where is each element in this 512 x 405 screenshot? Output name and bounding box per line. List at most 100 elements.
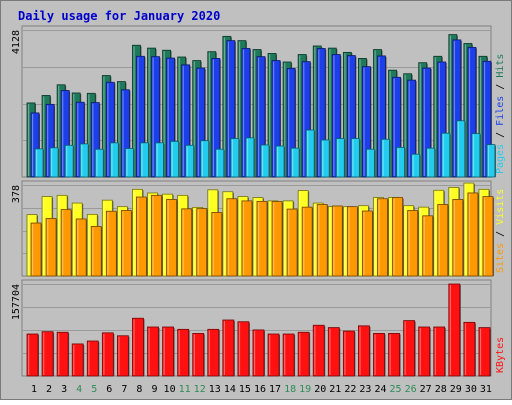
bar: [49, 147, 59, 178]
bar-pages-28: [441, 132, 451, 178]
bar-highlight: [318, 205, 320, 275]
bar-kbytes-6: [101, 332, 115, 377]
series-files: [30, 39, 492, 178]
bar-highlight: [337, 139, 339, 176]
bar-sites-8: [136, 196, 148, 277]
bar-pages-8: [140, 142, 150, 178]
bar-pages-27: [426, 147, 436, 178]
bar-highlight: [58, 85, 60, 176]
series-sites: [30, 192, 494, 277]
bar-highlight: [322, 140, 324, 176]
bar: [362, 210, 373, 277]
bar-highlight: [126, 149, 128, 176]
bar-highlight: [438, 62, 440, 177]
bar: [124, 148, 134, 178]
bar-highlight: [43, 332, 45, 375]
bar-highlight: [449, 285, 452, 375]
bar-highlight: [333, 206, 335, 275]
chart-title: Daily usage for January 2020: [18, 9, 220, 23]
bar: [241, 200, 253, 277]
bar-kbytes-15: [237, 321, 250, 377]
bar-kbytes-20: [312, 324, 326, 377]
bar: [448, 283, 461, 377]
bar-highlight: [404, 321, 406, 375]
bar-sites-31: [482, 196, 494, 277]
bar-highlight: [167, 200, 169, 275]
bar-pages-18: [290, 147, 301, 178]
bar-highlight: [133, 190, 135, 275]
bar-highlight: [58, 333, 60, 375]
bar-highlight: [133, 46, 135, 177]
bar: [132, 317, 144, 377]
bar-pages-14: [230, 138, 240, 178]
bar-highlight: [152, 57, 154, 176]
bar-pages-21: [335, 138, 346, 178]
bar-highlight: [253, 198, 256, 275]
bar: [45, 218, 57, 277]
bar-highlight: [242, 201, 245, 275]
bar-highlight: [453, 40, 456, 177]
bar: [260, 144, 270, 178]
bar: [381, 138, 390, 178]
bar-highlight: [212, 213, 214, 275]
bar-kbytes-23: [358, 325, 371, 377]
bar-highlight: [487, 145, 490, 176]
bar-pages-15: [245, 137, 255, 178]
bar-highlight: [216, 150, 218, 176]
bar-highlight: [122, 90, 124, 176]
bar-highlight: [182, 209, 184, 275]
bar-pages-31: [486, 144, 496, 178]
bar-highlight: [382, 140, 384, 176]
bar-highlight: [253, 50, 256, 176]
bar-highlight: [397, 148, 399, 176]
bar-highlight: [118, 207, 120, 275]
legend-visits-sites: Sites / Visits: [495, 189, 506, 273]
bar-highlight: [238, 322, 241, 375]
bar-highlight: [96, 150, 98, 176]
bar: [185, 144, 195, 178]
bar-highlight: [193, 334, 195, 375]
bar-highlight: [468, 48, 471, 176]
bar-pages-23: [366, 148, 376, 178]
bar: [109, 142, 119, 178]
bar-kbytes-24: [373, 333, 386, 377]
x-tick-label: 29: [450, 384, 462, 395]
bar: [41, 331, 54, 377]
bar-pages-11: [185, 144, 195, 178]
bar-highlight: [434, 327, 436, 375]
bar-sites-12: [196, 208, 208, 277]
bar-highlight: [412, 155, 414, 176]
bar: [155, 142, 164, 178]
x-tick-label: 10: [164, 384, 176, 395]
bar-highlight: [103, 76, 105, 176]
bar-highlight: [318, 49, 320, 176]
x-tick-label: 17: [269, 384, 281, 395]
bar-highlight: [483, 197, 486, 275]
x-tick-label: 20: [314, 384, 326, 395]
bar-highlight: [479, 190, 482, 275]
bar-highlight: [393, 78, 395, 176]
bar: [418, 326, 431, 377]
bar: [79, 143, 89, 178]
bar-highlight: [404, 206, 406, 275]
bar: [140, 142, 149, 178]
x-tick-label: 22: [344, 384, 356, 395]
legend-separator: /: [495, 78, 506, 96]
bar-highlight: [329, 49, 331, 176]
bar-sites-20: [316, 204, 329, 277]
bar-highlight: [238, 197, 241, 275]
bar-highlight: [464, 44, 467, 176]
bar: [196, 208, 208, 277]
bar-highlight: [208, 190, 210, 275]
bar-highlight: [408, 211, 410, 275]
bar-highlight: [81, 144, 83, 176]
bar-highlight: [58, 196, 60, 275]
legend-separator: /: [495, 225, 506, 243]
x-tick-label: 5: [91, 384, 97, 395]
x-axis-ticks: 1 2 3 4 5 6 7 8 9 10 11 12 13 14 15 16 17 18 19 20 21 22 23 24 2…: [31, 384, 492, 395]
panel-visits-sites: 378 Sites / Visits: [11, 180, 506, 277]
bar-sites-29: [452, 199, 464, 277]
bar-sites-16: [256, 200, 268, 277]
bar: [452, 199, 464, 277]
